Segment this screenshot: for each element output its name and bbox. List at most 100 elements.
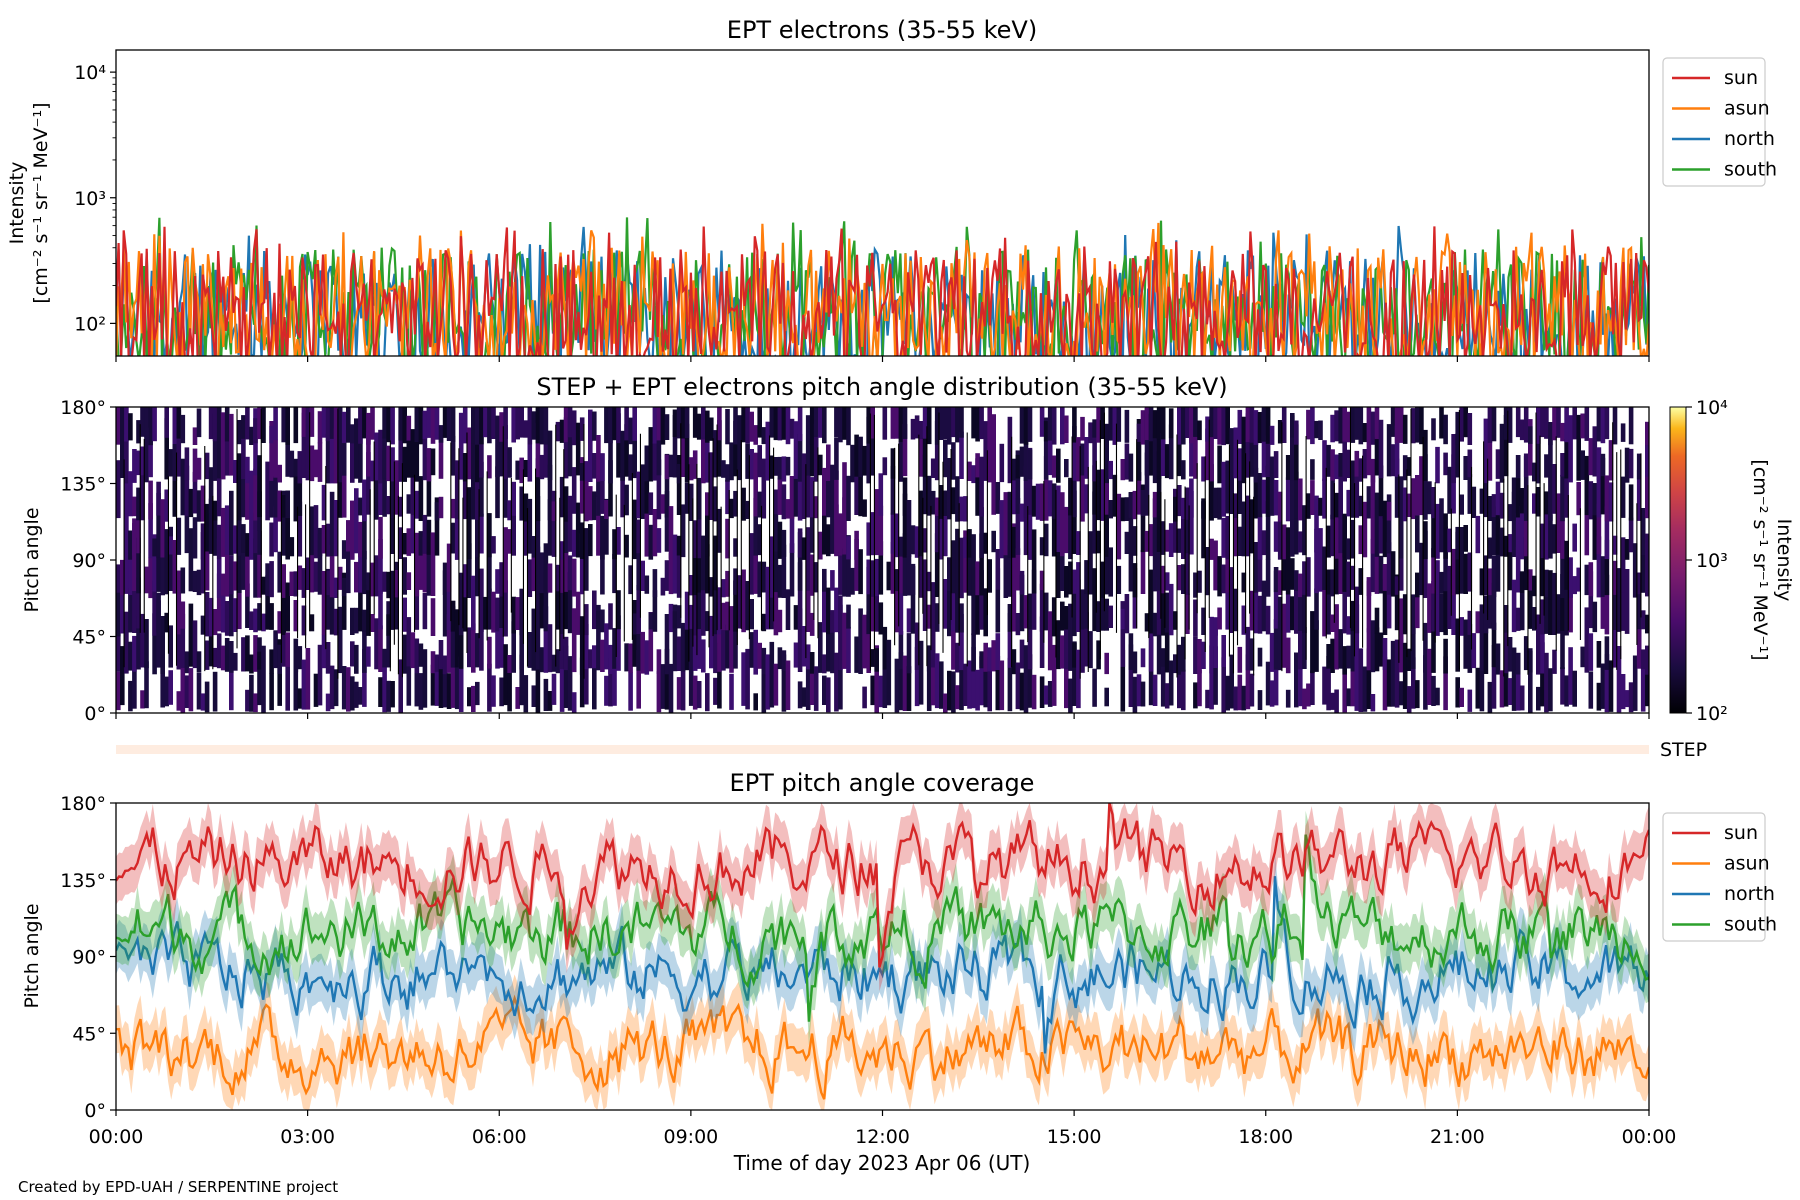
pad-cell [1084,484,1089,514]
pad-cell [1249,499,1255,554]
pad-cell [563,636,569,671]
pad-cell [604,407,609,444]
pad-cell [596,456,601,516]
pad-cell [608,407,613,444]
pad-cell [1431,487,1436,519]
pad-cell [769,641,775,708]
pad-cell [862,445,867,476]
pad-cell [1406,493,1412,517]
pad-cell [1213,487,1218,519]
pad-cell [519,588,524,636]
pad-cell [200,693,206,711]
pad-cell [826,524,831,557]
pad-cell [414,432,420,482]
pad-cell [366,412,371,445]
pad-cell [1455,526,1460,560]
pad-cell [930,647,936,706]
pad-cell [701,407,706,440]
pad-cell [809,612,815,636]
coverage-ytick-label-2: 90° [72,947,106,969]
pad-cell [414,578,420,630]
pad-cell [1330,614,1335,632]
pad-cell [761,427,767,445]
intensity-ylabel-line2: [cm⁻² s⁻¹ sr⁻¹ MeV⁻¹] [30,102,52,303]
pad-cell [1463,525,1468,552]
pad-cell [1632,543,1638,598]
pad-cell [1511,477,1517,521]
pad-cell [160,499,165,558]
pad-cell [725,601,730,631]
pad-cell [1366,486,1372,519]
pad-cell [813,423,819,482]
pad-cell [1177,440,1182,477]
pad-cell [894,569,900,592]
pad-cell [1354,655,1360,711]
pad-cell [596,435,601,482]
pad-cell [245,407,250,440]
pad-cell [1378,632,1384,667]
pad-cell [797,407,803,442]
pad-cell [1124,497,1130,521]
pad-cell [1443,571,1448,636]
pad-cell [1205,416,1210,442]
pad-cell [753,497,758,556]
pad-cell [1544,569,1549,597]
pad-colorbar-label-line1: Intensity [1773,519,1795,602]
pad-cell [1185,514,1190,554]
pad-cell [592,491,597,521]
pad-cell [1471,633,1477,669]
pad-cell [939,407,944,440]
pad-cell [1439,407,1444,439]
pad-cell [180,567,186,594]
pad-cell [1225,548,1230,593]
pad-cell [822,407,827,444]
pad-cell [1532,462,1537,482]
pad-cell [216,439,222,479]
pad-cell [1645,645,1649,675]
pad-cell [1124,409,1130,443]
pad-cell [842,462,847,517]
pad-cell [144,619,149,669]
pad-cell [1628,448,1634,479]
pad-cell [797,562,803,630]
pad-cell [305,557,311,590]
pad-cell [664,648,670,710]
pad-cell [1406,457,1412,476]
pad-cell [1108,407,1113,441]
pad-cell [1507,504,1513,522]
pad-cell [1285,477,1291,522]
pad-cell [729,442,734,481]
pad-cell [116,580,121,637]
intensity-legend-label-south: south [1724,159,1777,181]
pad-cell [1463,407,1468,438]
pad-cell [1148,413,1154,476]
pad-cell [612,407,617,441]
pad-cell [382,571,387,592]
pad-cell [1326,569,1331,595]
pad-cell [245,533,250,557]
pad-cell [1237,646,1243,673]
pad-cell [321,407,327,438]
pad-cell [1088,422,1093,444]
pad-cell [1261,407,1267,442]
pad-cell [418,537,424,590]
pad-cell [406,434,412,478]
pad-cell [1273,451,1279,478]
pad-cell [1060,601,1065,631]
pad-cell [1249,439,1255,477]
pad-cell [918,431,924,477]
pad-cell [1015,498,1021,555]
pad-cell [329,491,335,557]
pad-cell [471,434,476,480]
pad-cell [289,450,295,478]
pad-cell [1076,562,1081,591]
pad-cell [148,480,153,520]
pad-cell [705,544,710,594]
pad-cell [1576,482,1581,516]
pad-cell [132,496,137,517]
pad-cell [337,464,343,518]
pad-cell [192,471,198,514]
pad-cell [241,467,246,518]
pad-cell [902,533,908,596]
pad-cell [1168,408,1174,439]
